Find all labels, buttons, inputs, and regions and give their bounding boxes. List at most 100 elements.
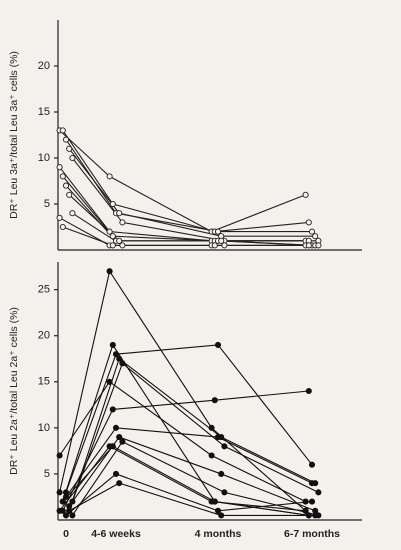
data-point: [119, 438, 126, 445]
data-point: [305, 219, 312, 226]
series-line: [59, 445, 306, 512]
data-point: [109, 443, 116, 450]
data-point: [59, 498, 66, 505]
data-point: [116, 480, 123, 487]
series-line: [71, 362, 319, 502]
data-point: [214, 507, 222, 514]
data-point: [56, 452, 63, 459]
series-line: [62, 176, 309, 242]
data-point: [66, 145, 73, 152]
data-point: [214, 434, 222, 441]
data-point: [305, 242, 312, 249]
x-tick-label: 4-6 weeks: [91, 528, 141, 540]
data-point: [208, 452, 215, 459]
data-point: [119, 242, 126, 249]
series-line: [68, 482, 316, 516]
data-point: [308, 480, 316, 487]
series-line: [62, 343, 309, 516]
y-tick-label: 10: [38, 152, 50, 164]
series-line: [62, 226, 309, 246]
x-tick-label: 0: [63, 528, 69, 540]
data-point: [116, 210, 123, 217]
data-point: [59, 223, 66, 231]
data-point: [106, 268, 113, 275]
data-point: [315, 242, 322, 249]
data-point: [62, 512, 70, 519]
data-point: [109, 242, 116, 249]
data-point: [208, 424, 215, 431]
data-point: [308, 498, 316, 505]
series-line: [59, 129, 306, 233]
data-point: [106, 173, 113, 180]
series-line: [62, 130, 309, 233]
data-point: [56, 507, 63, 514]
data-point: [119, 360, 126, 367]
data-point: [59, 173, 66, 180]
series-line: [59, 381, 306, 503]
data-point: [221, 489, 228, 496]
y-axis-label: DR⁺ Leu 2a⁺/total Leu 2a⁺ cells (%): [8, 307, 20, 475]
data-point: [218, 470, 225, 477]
data-point: [221, 242, 228, 249]
y-tick-label: 5: [44, 198, 50, 210]
data-point: [116, 434, 123, 441]
data-point: [69, 210, 76, 217]
data-point: [56, 164, 63, 171]
data-point: [214, 341, 222, 348]
data-point: [312, 512, 319, 519]
data-point: [305, 387, 312, 395]
data-point: [302, 507, 309, 514]
data-point: [112, 470, 120, 477]
data-point: [109, 200, 116, 208]
data-point: [56, 214, 63, 221]
data-point: [69, 154, 76, 162]
y-tick-label: 5: [44, 468, 50, 480]
data-point: [308, 461, 316, 468]
y-tick-label: 20: [38, 330, 50, 342]
y-tick-label: 20: [38, 60, 50, 72]
data-point: [59, 127, 66, 134]
data-point: [69, 498, 76, 505]
data-point: [56, 489, 63, 496]
series-line: [59, 166, 306, 242]
x-tick-label: 4 months: [195, 528, 242, 540]
data-point: [211, 242, 218, 249]
series-line: [65, 344, 313, 493]
data-point: [112, 424, 120, 431]
data-point: [109, 233, 116, 240]
data-point: [112, 351, 120, 358]
data-point: [66, 507, 73, 514]
data-point: [62, 136, 70, 143]
data-point: [116, 237, 123, 244]
data-point: [106, 378, 113, 385]
data-point: [302, 498, 309, 505]
series-line: [59, 269, 306, 512]
data-point: [305, 512, 312, 519]
data-point: [106, 228, 113, 235]
series-line: [68, 194, 316, 246]
data-point: [69, 512, 76, 519]
data-point: [312, 233, 319, 240]
series-line: [65, 427, 313, 498]
y-tick-label: 15: [38, 106, 50, 118]
data-point: [119, 219, 126, 226]
data-point: [116, 355, 123, 362]
series-line: [62, 390, 309, 512]
data-point: [109, 341, 116, 348]
data-point: [66, 191, 73, 198]
series-line: [68, 148, 316, 237]
data-point: [218, 237, 225, 244]
y-tick-label: 25: [38, 284, 50, 296]
data-point: [109, 406, 116, 413]
series-line: [71, 440, 319, 516]
y-tick-label: 10: [38, 422, 50, 434]
data-point: [302, 191, 309, 198]
data-point: [308, 228, 316, 235]
data-point: [315, 489, 322, 496]
series-line: [65, 139, 312, 233]
series-line: [68, 436, 316, 512]
y-tick-label: 15: [38, 376, 50, 388]
x-tick-label: 6-7 months: [284, 528, 340, 540]
series-line: [68, 357, 316, 511]
